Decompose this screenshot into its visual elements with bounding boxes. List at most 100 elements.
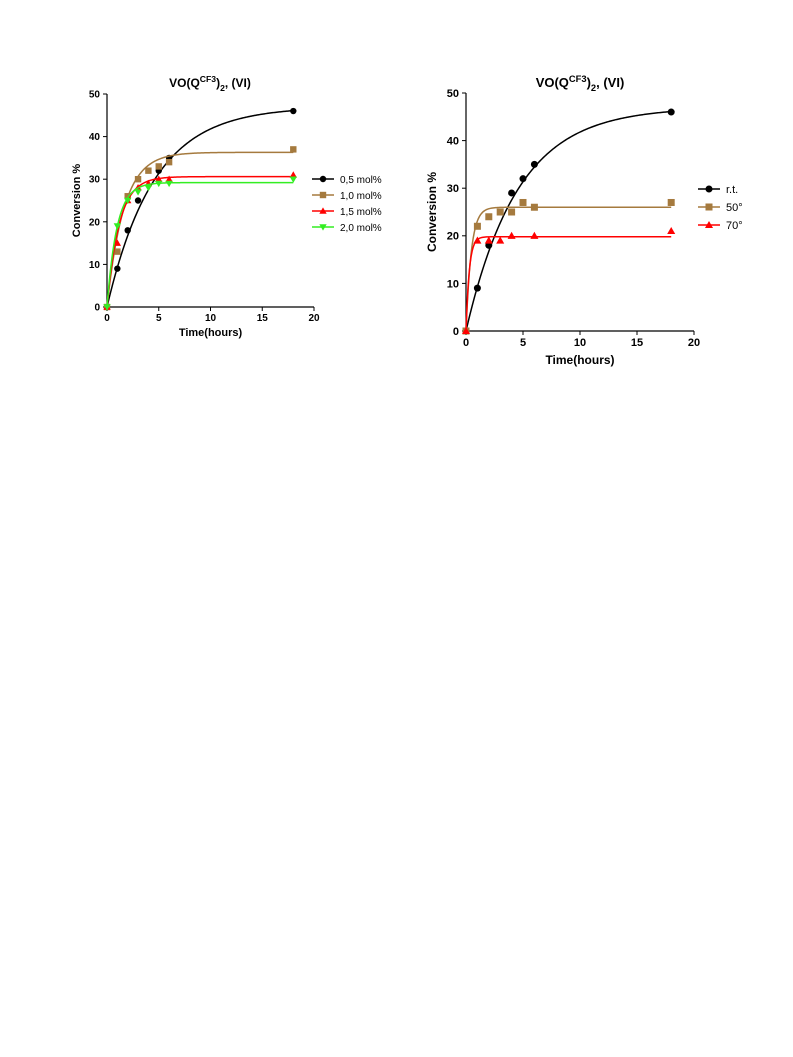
legend-label: 1,0 mol% bbox=[340, 191, 382, 202]
series-2 bbox=[462, 198, 675, 335]
data-point bbox=[134, 189, 142, 196]
legend-item: 1,0 mol% bbox=[312, 191, 382, 202]
y-tick-label: 30 bbox=[447, 183, 459, 195]
series-1 bbox=[462, 108, 675, 335]
y-tick-label: 50 bbox=[447, 88, 459, 100]
y-tick-label: 10 bbox=[89, 260, 101, 271]
legend-marker bbox=[319, 175, 327, 183]
data-point bbox=[473, 236, 482, 244]
x-tick-label: 5 bbox=[156, 313, 162, 324]
y-tick-label: 50 bbox=[89, 90, 101, 101]
data-point bbox=[530, 231, 539, 239]
y-axis-label: Conversion % bbox=[71, 164, 83, 238]
data-point bbox=[103, 304, 111, 311]
y-tick-label: 0 bbox=[453, 326, 459, 338]
chart-2: VO(QCF3)2, (VI) 0 5 10 15 20 0 10 20 30 40 50 Time(h… bbox=[425, 74, 743, 367]
data-point bbox=[165, 175, 173, 182]
x-tick-label: 15 bbox=[257, 313, 269, 324]
legend-marker bbox=[319, 191, 327, 199]
y-tick-label: 10 bbox=[447, 278, 459, 290]
legend-item: 1,5 mol% bbox=[312, 207, 382, 218]
data-point bbox=[530, 203, 538, 211]
y-tick-label: 40 bbox=[447, 135, 459, 147]
data-point bbox=[485, 213, 493, 221]
legend-item: 50° bbox=[698, 202, 743, 214]
fit-curve bbox=[106, 109, 294, 308]
data-point bbox=[113, 239, 122, 246]
data-point bbox=[289, 171, 297, 178]
data-point bbox=[290, 146, 297, 153]
chart-1: VO(QCF3)2, (VI) 0 5 10 15 20 0 10 20 30 40 50 Time(h… bbox=[71, 74, 382, 339]
data-point bbox=[165, 158, 173, 166]
data-point bbox=[114, 265, 121, 272]
data-point bbox=[114, 248, 121, 255]
data-point bbox=[667, 227, 676, 235]
fit-curve bbox=[465, 206, 672, 332]
chart-title: VO(QCF3)2, (VI) bbox=[169, 74, 251, 93]
fit-curve bbox=[106, 181, 294, 308]
legend-label: 0,5 mol% bbox=[340, 175, 382, 186]
y-tick-label: 20 bbox=[89, 217, 101, 228]
data-point bbox=[484, 236, 493, 244]
legend-label: 70° bbox=[726, 220, 743, 232]
series-2 bbox=[103, 146, 297, 311]
y-tick-label: 30 bbox=[89, 175, 101, 186]
chart-title: VO(QCF3)2, (VI) bbox=[536, 74, 625, 93]
y-tick-label: 0 bbox=[94, 303, 100, 314]
x-tick-label: 0 bbox=[104, 313, 110, 324]
data-point bbox=[124, 197, 132, 205]
data-point bbox=[155, 180, 163, 188]
data-point bbox=[667, 108, 675, 116]
series-1 bbox=[103, 107, 297, 311]
data-point bbox=[519, 175, 527, 183]
y-axis-label: Conversion % bbox=[425, 172, 439, 252]
data-point bbox=[155, 175, 163, 182]
data-point bbox=[508, 208, 516, 216]
x-tick-label: 20 bbox=[688, 337, 700, 349]
x-tick-label: 10 bbox=[205, 313, 217, 324]
legend-item: 0,5 mol% bbox=[312, 175, 382, 186]
legend-label: r.t. bbox=[726, 184, 738, 196]
legend-item: 2,0 mol% bbox=[312, 223, 382, 234]
data-point bbox=[667, 198, 675, 206]
data-point bbox=[496, 208, 504, 216]
series-4 bbox=[103, 176, 297, 311]
fit-curve bbox=[106, 175, 294, 308]
data-point bbox=[134, 197, 142, 204]
data-point bbox=[289, 176, 297, 183]
x-tick-label: 15 bbox=[631, 337, 643, 349]
data-point bbox=[461, 326, 471, 335]
legend-marker bbox=[704, 220, 714, 229]
x-axis-label: Time(hours) bbox=[545, 353, 614, 367]
data-point bbox=[508, 189, 516, 197]
data-point bbox=[165, 180, 173, 188]
data-point bbox=[473, 284, 481, 292]
legend-label: 2,0 mol% bbox=[340, 223, 382, 234]
legend-marker bbox=[319, 207, 327, 214]
fit-curve bbox=[106, 151, 294, 308]
legend-item: r.t. bbox=[698, 184, 738, 196]
data-point bbox=[134, 176, 142, 183]
data-point bbox=[124, 227, 131, 234]
legend-marker bbox=[319, 224, 327, 231]
data-point bbox=[155, 163, 162, 170]
x-tick-label: 10 bbox=[574, 337, 586, 349]
legend-item: 70° bbox=[698, 220, 743, 232]
data-point bbox=[473, 222, 481, 230]
data-point bbox=[144, 184, 153, 192]
y-tick-label: 20 bbox=[447, 231, 459, 243]
data-point bbox=[496, 236, 505, 244]
data-point bbox=[507, 231, 516, 239]
data-point bbox=[290, 107, 297, 115]
fit-curve bbox=[465, 236, 672, 332]
data-point bbox=[530, 160, 538, 168]
data-point bbox=[113, 223, 122, 230]
data-point bbox=[124, 193, 131, 200]
fit-curve bbox=[465, 110, 672, 332]
x-tick-label: 5 bbox=[520, 337, 526, 349]
x-axis-label: Time(hours) bbox=[179, 327, 243, 339]
x-tick-label: 20 bbox=[308, 313, 320, 324]
legend-marker bbox=[705, 203, 713, 211]
legend-marker bbox=[705, 185, 713, 193]
